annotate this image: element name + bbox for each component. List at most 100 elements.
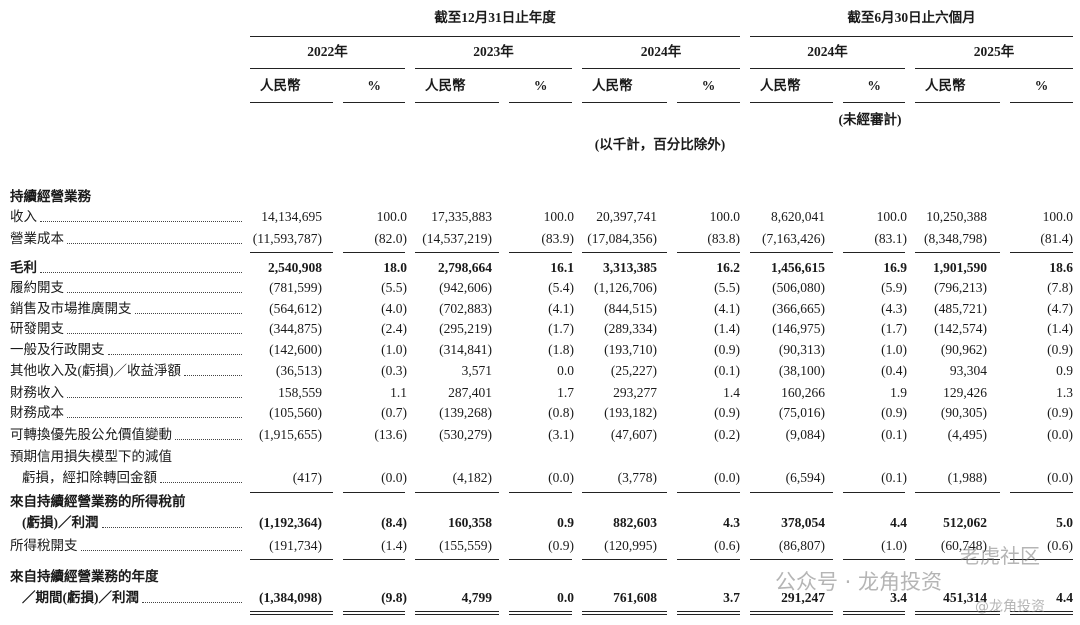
percent-header: % — [1034, 78, 1049, 93]
cell-value: (90,962) — [940, 342, 987, 357]
row-label: (虧損)／利潤 — [10, 514, 246, 532]
cell-value: (8,348,798) — [924, 231, 987, 246]
cell-value: (1,192,364) — [259, 515, 322, 530]
year-header: 2024年 — [640, 44, 682, 59]
currency-header: 人民幣 — [260, 78, 301, 93]
cell-value: (564,612) — [269, 301, 322, 316]
cell-value: (5.5) — [381, 280, 407, 295]
cell-value: 4,799 — [461, 590, 492, 605]
row-label: 虧損，經扣除轉回金額 — [10, 469, 246, 487]
cell-value: 3.4 — [890, 590, 907, 605]
row-label-text: 營業成本 — [10, 231, 64, 246]
row-label-text: 財務收入 — [10, 385, 64, 400]
rule-line — [843, 492, 905, 493]
row-label: 收入 — [10, 208, 246, 226]
cell-value: (142,574) — [934, 321, 987, 336]
watermark: 老虎社区 — [960, 544, 1040, 568]
cell-value: (105,560) — [269, 405, 322, 420]
rule-line — [915, 611, 1000, 612]
row-label-text: 預期信用損失模型下的減值 — [10, 449, 172, 464]
rule-line — [582, 252, 667, 253]
rule-line — [343, 252, 405, 253]
row-label: 來自持續經營業務的年度 — [10, 568, 246, 586]
cell-value: (90,313) — [778, 342, 825, 357]
rule-line — [676, 102, 740, 103]
cell-value: (0.0) — [1047, 427, 1073, 442]
cell-value: (60,748) — [940, 538, 987, 553]
cell-value: (139,268) — [439, 405, 492, 420]
cell-value: 4.3 — [723, 515, 740, 530]
cell-value: (1,915,655) — [259, 427, 322, 442]
dot-leader — [107, 354, 242, 355]
rule-line — [415, 611, 500, 612]
cell-value: (9.8) — [381, 590, 407, 605]
cell-value: (25,227) — [610, 363, 657, 378]
cell-value: 0.0 — [557, 590, 574, 605]
cell-value: (90,305) — [940, 405, 987, 420]
cell-value: (1.7) — [881, 321, 907, 336]
cell-value: (0.9) — [714, 342, 740, 357]
cell-value: (5.5) — [714, 280, 740, 295]
row-label: 財務成本 — [10, 404, 246, 422]
cell-value: (1,126,706) — [594, 280, 657, 295]
cell-value: 4.4 — [890, 515, 907, 530]
cell-value: 512,062 — [943, 515, 987, 530]
rule-line — [915, 614, 1000, 615]
cell-value: 17,335,883 — [431, 209, 492, 224]
dot-leader — [80, 550, 242, 551]
cell-value: 100.0 — [376, 209, 407, 224]
cell-value: (193,710) — [604, 342, 657, 357]
dot-leader — [67, 397, 242, 398]
rule-line — [509, 492, 572, 493]
dot-leader — [175, 439, 242, 440]
cell-value: (1,988) — [947, 470, 987, 485]
rule-line — [750, 252, 834, 253]
dot-leader — [67, 417, 242, 418]
dot-leader — [184, 375, 242, 376]
rule-line — [415, 68, 572, 69]
dot-leader — [40, 221, 242, 222]
rule-line — [843, 102, 905, 103]
rule-line — [1009, 614, 1073, 615]
cell-value: (4.0) — [381, 301, 407, 316]
cell-value: 293,277 — [613, 385, 657, 400]
rule-line — [676, 614, 740, 615]
percent-header: % — [533, 78, 548, 93]
cell-value: 5.0 — [1056, 515, 1073, 530]
period-group: 截至12月31日止年度 — [434, 10, 556, 25]
rule-line — [915, 252, 1000, 253]
cell-value: 100.0 — [709, 209, 740, 224]
unit-note: (以千計，百分比除外) — [594, 137, 726, 152]
cell-value: 8,620,041 — [771, 209, 825, 224]
dot-leader — [101, 527, 242, 528]
watermark: 公众号 · 龙角投资 — [775, 570, 943, 594]
rule-line — [1009, 492, 1073, 493]
row-label: 所得稅開支 — [10, 537, 246, 555]
rule-line — [750, 36, 1073, 37]
cell-value: 287,401 — [448, 385, 492, 400]
cell-value: (0.9) — [548, 538, 574, 553]
cell-value: (81.4) — [1040, 231, 1073, 246]
cell-value: (11,593,787) — [252, 231, 322, 246]
cell-value: 0.9 — [557, 515, 574, 530]
rule-line — [915, 492, 1000, 493]
rule-line — [509, 614, 572, 615]
cell-value: (1.0) — [381, 342, 407, 357]
cell-value: (83.9) — [541, 231, 574, 246]
row-label-text: 一般及行政開支 — [10, 342, 105, 357]
cell-value: (36,513) — [275, 363, 322, 378]
cell-value: (485,721) — [934, 301, 987, 316]
cell-value: 20,397,741 — [596, 209, 657, 224]
rule-line — [676, 252, 740, 253]
cell-value: 160,266 — [781, 385, 825, 400]
cell-value: 1.4 — [723, 385, 740, 400]
cell-value: 1.1 — [390, 385, 407, 400]
cell-value: 3.7 — [723, 590, 740, 605]
row-label-text: 履約開支 — [10, 280, 64, 295]
row-label: 其他收入及(虧損)／收益淨額 — [10, 362, 246, 380]
currency-header: 人民幣 — [425, 78, 466, 93]
rule-line — [582, 492, 667, 493]
cell-value: (83.8) — [707, 231, 740, 246]
rule-line — [843, 614, 905, 615]
